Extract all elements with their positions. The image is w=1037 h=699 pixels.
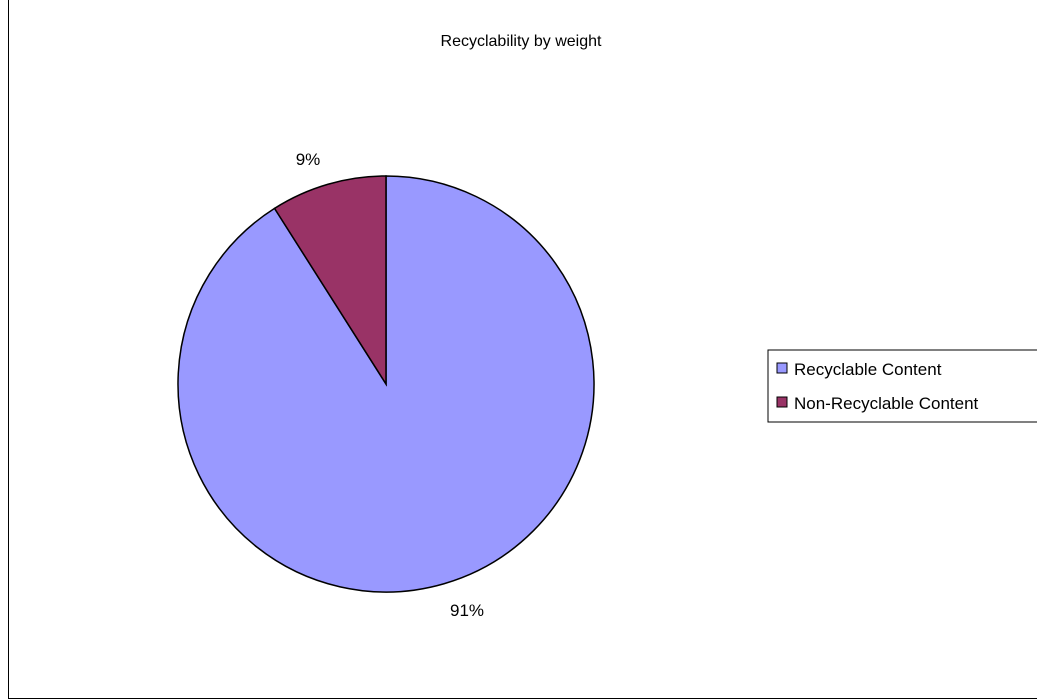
chart-title: Recyclability by weight [441, 33, 603, 50]
legend-label-recyclable: Recyclable Content [794, 360, 942, 379]
legend: Recyclable Content Non-Recyclable Conten… [767, 349, 1037, 423]
legend-box [767, 349, 1037, 423]
legend-swatch-non-recyclable [776, 396, 788, 408]
legend-swatch-recyclable [776, 362, 788, 374]
data-label-recyclable: 91% [450, 601, 484, 620]
data-label-non-recyclable: 9% [296, 150, 321, 169]
pie-slice-non-recyclable [273, 175, 387, 387]
pie-slices [177, 175, 595, 593]
legend-label-non-recyclable: Non-Recyclable Content [794, 394, 979, 413]
